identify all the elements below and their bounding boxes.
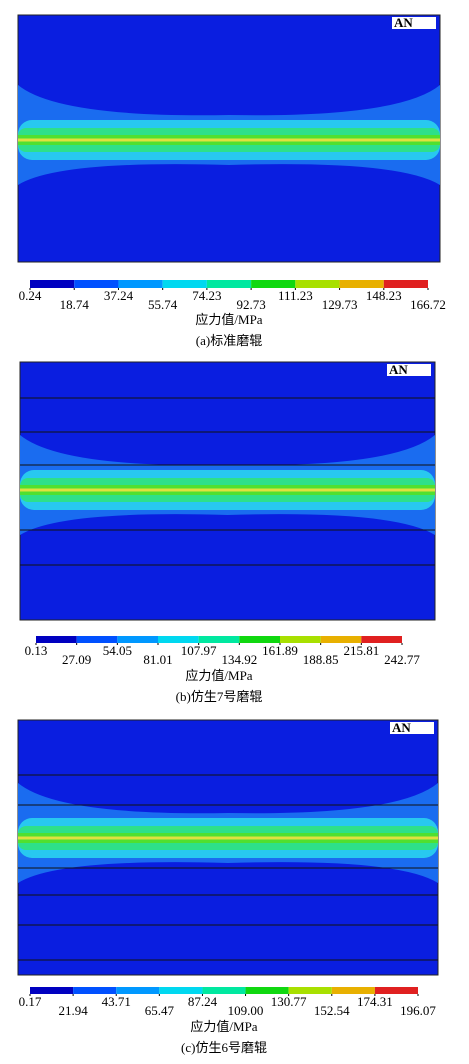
colorbar-segment [339,280,384,288]
colorbar-segment [162,280,207,288]
colorbar-label: 81.01 [143,652,172,667]
colorbar-segment [76,636,118,643]
caption: (c)仿生6号磨辊 [181,1040,267,1055]
colorbar-segment [331,987,375,994]
colorbar-segment [30,280,75,288]
colorbar-label: 87.24 [188,994,218,1009]
colorbar-segment [36,636,77,643]
unit-label: 应力值/MPa [185,668,252,683]
colorbar-segment [361,636,402,643]
stress-zone [20,488,435,492]
colorbar-label: 54.05 [103,643,132,658]
colorbar-label: 0.17 [19,994,42,1009]
colorbar-label: 21.94 [58,1003,88,1018]
colorbar-segment [74,280,119,288]
unit-label: 应力值/MPa [190,1019,257,1034]
colorbar-segment [117,636,158,643]
colorbar-label: 43.71 [102,994,131,1009]
colorbar-segment [116,987,160,994]
contour-plot: AN [19,361,436,621]
colorbar-label: 111.23 [278,288,313,303]
colorbar-label: 134.92 [221,652,257,667]
colorbar-label: 55.74 [148,297,178,312]
colorbar-label: 152.54 [314,1003,350,1018]
caption: (b)仿生7号磨辊 [176,689,263,704]
colorbar-label: 74.23 [192,288,221,303]
colorbar-segment [198,636,240,643]
contour-plot: AN [17,14,441,263]
colorbar-segment [73,987,117,994]
colorbar-label: 130.77 [271,994,307,1009]
colorbar-segment [251,280,296,288]
colorbar-segment [158,636,199,643]
colorbar-label: 27.09 [62,652,91,667]
colorbar-label: 196.07 [400,1003,436,1018]
contour-plot: AN [17,719,439,976]
logo-box [390,722,434,734]
colorbar-segment [202,987,246,994]
colorbar-segment [374,987,418,994]
colorbar-segment [118,280,163,288]
colorbar-segment [30,987,74,994]
colorbar-segment [206,280,252,288]
colorbar-label: 148.23 [366,288,402,303]
unit-label: 应力值/MPa [195,312,262,327]
colorbar-label: 92.73 [236,297,265,312]
colorbar-segment [159,987,203,994]
logo: AN [389,362,408,377]
colorbar-label: 109.00 [228,1003,264,1018]
colorbar-segment [245,987,289,994]
colorbar-label: 129.73 [322,297,358,312]
logo: AN [392,720,411,735]
logo-box [392,17,436,29]
logo: AN [394,15,413,30]
colorbar-segment [295,280,340,288]
colorbar-segment [239,636,280,643]
colorbar-label: 166.72 [410,297,446,312]
colorbar-segment [320,636,362,643]
colorbar-segment [280,636,321,643]
colorbar-label: 65.47 [145,1003,175,1018]
colorbar-label: 107.97 [181,643,217,658]
colorbar-label: 161.89 [262,643,298,658]
colorbar-segment [383,280,428,288]
colorbar-label: 188.85 [303,652,339,667]
colorbar-label: 18.74 [60,297,90,312]
caption: (a)标准磨辊 [196,333,262,348]
colorbar-label: 174.31 [357,994,393,1009]
colorbar-label: 0.13 [25,643,48,658]
colorbar-label: 242.77 [384,652,420,667]
stress-zone [18,836,438,840]
stress-zone [18,138,440,142]
colorbar-label: 0.24 [19,288,42,303]
colorbar-segment [288,987,332,994]
colorbar-label: 215.81 [343,643,379,658]
colorbar-label: 37.24 [104,288,134,303]
logo-box [387,364,431,376]
